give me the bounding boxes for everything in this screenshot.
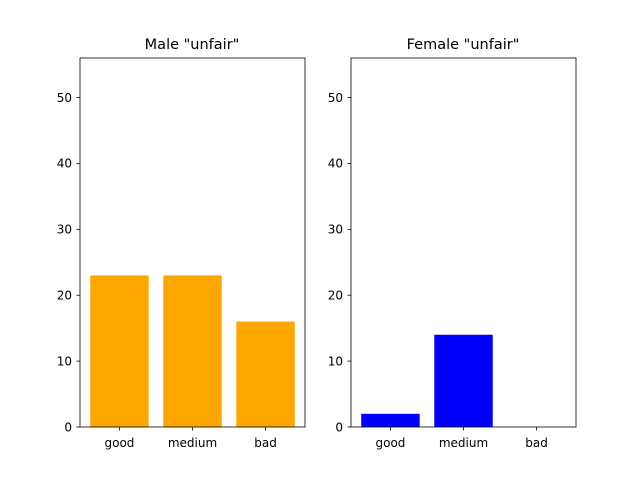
bars xyxy=(361,334,493,427)
y-tick-label: 10 xyxy=(328,354,343,368)
y-tick-label: 30 xyxy=(57,223,72,237)
x-tick-label: bad xyxy=(254,436,277,450)
x-tick-label: medium xyxy=(168,436,217,450)
x-tick-label: good xyxy=(104,436,134,450)
bar-good xyxy=(90,275,149,427)
x-tick-label: bad xyxy=(525,436,548,450)
plot-frame xyxy=(79,57,306,428)
bar-medium xyxy=(163,275,222,427)
female-unfair-chart: Female "unfair" 0 10 20 30 40 50 good medium ba… xyxy=(328,37,577,450)
y-tick-label: 0 xyxy=(335,420,343,434)
y-tick-label: 50 xyxy=(328,91,343,105)
y-tick-label: 20 xyxy=(328,289,343,303)
x-tick-label: good xyxy=(375,436,405,450)
y-tick-label: 40 xyxy=(57,157,72,171)
y-axis-ticks: 0 10 20 30 40 50 xyxy=(328,91,351,434)
y-tick-label: 40 xyxy=(328,157,343,171)
chart-title: Male "unfair" xyxy=(145,37,240,53)
bar-medium xyxy=(434,334,493,427)
y-tick-label: 20 xyxy=(57,289,72,303)
x-axis-ticks: good medium bad xyxy=(104,427,277,450)
y-tick-label: 30 xyxy=(328,223,343,237)
y-tick-label: 50 xyxy=(57,91,72,105)
bar-good xyxy=(361,413,420,427)
bars xyxy=(90,275,295,427)
x-tick-label: medium xyxy=(439,436,488,450)
y-tick-label: 10 xyxy=(57,354,72,368)
y-axis-ticks: 0 10 20 30 40 50 xyxy=(57,91,80,434)
x-axis-ticks: good medium bad xyxy=(375,427,548,450)
plot-frame xyxy=(350,57,577,428)
male-unfair-chart: Male "unfair" 0 10 20 30 40 50 good medium bad xyxy=(57,37,306,450)
y-tick-label: 0 xyxy=(64,420,72,434)
chart-title: Female "unfair" xyxy=(407,37,520,53)
bar-bad xyxy=(236,321,295,427)
